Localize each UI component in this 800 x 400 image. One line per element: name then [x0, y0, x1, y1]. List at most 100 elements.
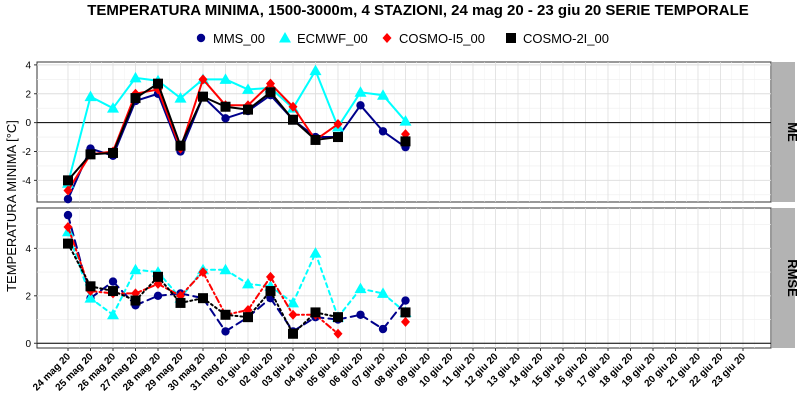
- series-line: [67, 242, 92, 288]
- data-point: [287, 296, 299, 308]
- data-point: [243, 312, 253, 323]
- series-line: [269, 290, 294, 335]
- data-point: [130, 93, 141, 104]
- legend-marker: [279, 32, 291, 43]
- series-line: [202, 297, 227, 333]
- series-line: [202, 271, 227, 316]
- series-line: [247, 282, 272, 288]
- data-point: [333, 119, 343, 130]
- legend-label: COSMO-2I_00: [523, 31, 609, 46]
- panel: -4 -2 0 2 4 ME: [22, 60, 800, 204]
- data-point: [108, 147, 118, 158]
- legend-item: COSMO-I5_00: [382, 31, 485, 46]
- series-line: [112, 97, 137, 154]
- data-point: [378, 324, 388, 334]
- data-point: [129, 71, 142, 83]
- data-point: [130, 295, 141, 306]
- data-point: [84, 90, 97, 102]
- panel-background: [36, 207, 772, 349]
- data-point: [220, 309, 231, 320]
- data-point: [85, 281, 96, 292]
- series-line: [134, 282, 159, 295]
- panels: -4 -2 0 2 4 ME 0 2 4 RMSE: [22, 60, 800, 349]
- data-point: [333, 312, 343, 323]
- data-point: [356, 101, 365, 110]
- data-point: [153, 78, 163, 89]
- data-point: [377, 287, 389, 298]
- data-point: [63, 221, 73, 232]
- legend-item: COSMO-2I_00: [506, 31, 609, 46]
- data-point: [174, 92, 187, 103]
- data-point: [333, 328, 343, 339]
- data-point: [354, 282, 367, 294]
- data-point: [310, 134, 321, 145]
- data-point: [220, 101, 231, 112]
- legend-label: MMS_00: [213, 31, 265, 46]
- series-line: [179, 95, 204, 147]
- series-line: [314, 69, 339, 128]
- series-line: [89, 280, 114, 300]
- data-point: [266, 271, 275, 282]
- data-point: [198, 267, 208, 278]
- series-line: [224, 316, 249, 333]
- data-point: [399, 115, 412, 126]
- series-line: [247, 275, 272, 312]
- data-point: [85, 149, 96, 160]
- panel-strip-label: RMSE: [785, 259, 800, 297]
- series-line: [157, 271, 182, 300]
- y-tick-label: -2: [22, 147, 31, 158]
- series-line: [179, 271, 204, 297]
- legend-marker: [506, 33, 516, 43]
- series-line: [314, 313, 339, 335]
- data-point: [400, 136, 411, 147]
- data-point: [333, 132, 343, 143]
- panel-strip: [772, 62, 795, 202]
- data-point: [354, 86, 367, 97]
- series-line: [359, 313, 384, 331]
- data-point: [401, 316, 410, 327]
- data-point: [288, 114, 298, 125]
- data-point: [288, 101, 298, 112]
- data-point: [265, 87, 276, 98]
- chart-title: TEMPERATURA MINIMA, 1500-3000m, 4 STAZIO…: [87, 2, 749, 19]
- series-line: [292, 105, 317, 141]
- data-point: [108, 277, 118, 286]
- series: [63, 78, 411, 186]
- legend-marker: [196, 33, 206, 43]
- series-line: [134, 268, 159, 274]
- y-tick-label: 4: [25, 60, 31, 71]
- data-point: [221, 327, 230, 336]
- data-point: [243, 104, 253, 115]
- y-tick-label: 2: [25, 89, 31, 100]
- data-point: [401, 296, 410, 305]
- data-point: [175, 140, 186, 151]
- data-point: [63, 210, 73, 220]
- data-point: [310, 307, 321, 318]
- data-point: [63, 194, 73, 204]
- legend-marker: [382, 33, 392, 43]
- data-point: [266, 78, 275, 89]
- series: [63, 238, 411, 339]
- data-point: [63, 175, 73, 186]
- data-point: [288, 328, 298, 339]
- panel-strip: [772, 208, 795, 348]
- data-point: [219, 73, 232, 84]
- data-point: [378, 127, 388, 136]
- data-point: [219, 263, 232, 275]
- series-line: [292, 252, 317, 304]
- legend-label: COSMO-I5_00: [399, 31, 485, 46]
- data-point: [356, 310, 365, 319]
- data-point: [84, 292, 97, 303]
- series-line: [157, 88, 182, 150]
- panel-strip-label: ME: [785, 122, 800, 142]
- data-point: [242, 83, 254, 94]
- panel: 0 2 4 RMSE: [25, 207, 800, 350]
- series-line: [359, 104, 384, 133]
- series-line: [202, 78, 227, 107]
- series-line: [112, 99, 137, 157]
- series-line: [382, 299, 407, 331]
- data-point: [108, 286, 118, 297]
- data-point: [198, 91, 208, 102]
- series-line: [224, 313, 249, 319]
